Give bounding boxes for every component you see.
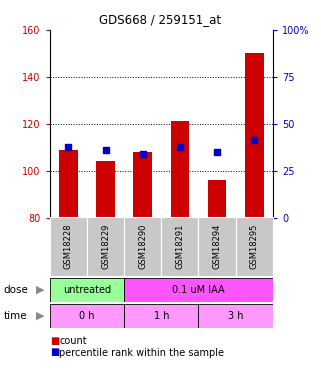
Text: 1 h: 1 h	[153, 311, 169, 321]
Bar	[134, 152, 152, 217]
Point	[214, 149, 220, 155]
Text: GSM18229: GSM18229	[101, 224, 110, 269]
Text: 0 h: 0 h	[79, 311, 95, 321]
Bar	[124, 304, 198, 328]
Text: GSM18290: GSM18290	[138, 224, 147, 269]
Bar	[236, 217, 273, 276]
Bar	[198, 217, 236, 276]
Text: GSM18228: GSM18228	[64, 224, 73, 269]
Text: ▶: ▶	[36, 311, 44, 321]
Bar	[170, 122, 189, 218]
Text: 0.1 uM IAA: 0.1 uM IAA	[172, 285, 225, 295]
Bar	[161, 217, 198, 276]
Bar	[50, 217, 87, 276]
Bar	[96, 161, 115, 218]
Text: time: time	[3, 311, 27, 321]
Text: percentile rank within the sample: percentile rank within the sample	[59, 348, 224, 357]
Bar	[208, 180, 226, 218]
Bar	[124, 217, 161, 276]
Text: ■: ■	[50, 336, 59, 346]
Bar	[50, 278, 124, 302]
Text: ■: ■	[50, 348, 59, 357]
Text: 3 h: 3 h	[228, 311, 243, 321]
Bar	[87, 217, 124, 276]
Bar	[124, 278, 273, 302]
Text: untreated: untreated	[63, 285, 111, 295]
Bar	[50, 304, 124, 328]
Point	[140, 151, 145, 157]
Text: GDS668 / 259151_at: GDS668 / 259151_at	[100, 13, 221, 26]
Point	[103, 147, 108, 153]
Point	[66, 144, 71, 150]
Text: count: count	[59, 336, 87, 346]
Text: GSM18294: GSM18294	[213, 224, 221, 269]
Point	[252, 137, 257, 143]
Bar	[198, 304, 273, 328]
Bar	[245, 54, 264, 217]
Text: GSM18291: GSM18291	[175, 224, 184, 269]
Bar	[59, 150, 78, 217]
Text: dose: dose	[3, 285, 28, 295]
Text: ▶: ▶	[36, 285, 44, 295]
Point	[177, 144, 182, 150]
Text: GSM18295: GSM18295	[250, 224, 259, 269]
